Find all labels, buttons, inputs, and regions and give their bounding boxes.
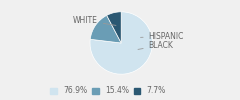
Wedge shape: [90, 15, 121, 43]
Text: BLACK: BLACK: [138, 41, 174, 50]
Text: HISPANIC: HISPANIC: [141, 32, 184, 41]
Wedge shape: [90, 12, 152, 74]
Legend: 76.9%, 15.4%, 7.7%: 76.9%, 15.4%, 7.7%: [49, 86, 167, 96]
Wedge shape: [107, 12, 121, 43]
Text: WHITE: WHITE: [73, 16, 116, 25]
